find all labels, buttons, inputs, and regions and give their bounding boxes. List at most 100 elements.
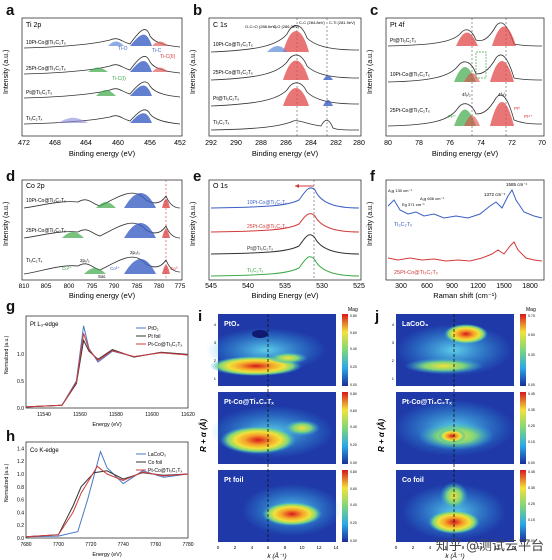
svg-text:Pt-Co@Ti₃C₂Tₓ: Pt-Co@Ti₃C₂Tₓ [224, 399, 274, 406]
chart-c-xlabel: Binding energy (eV) [432, 149, 499, 158]
svg-text:0.00: 0.00 [350, 461, 357, 465]
panel-letter-e: e [193, 168, 202, 185]
chart-h-xtick-0: 7680 [20, 542, 31, 548]
chart-c-trace-label-2: 10Pt-Co@Ti₃C₂Tₓ [390, 72, 430, 78]
svg-text:0.40: 0.40 [350, 347, 357, 351]
chart-a-annot-tio: Ti-O [118, 46, 128, 52]
chart-d-xlabel: Binding energy (eV) [69, 291, 136, 300]
chart-j-yticks: 1 2 3 4 [392, 322, 395, 381]
chart-d-annot-co3: Co³⁺ [110, 266, 120, 271]
svg-text:1500: 1500 [496, 283, 512, 290]
svg-text:0.30: 0.30 [528, 353, 535, 357]
chart-a-trace-2 [23, 56, 181, 75]
chart-a-annot-tic: Ti-C [152, 48, 162, 54]
chart-h-xtick-5: 7780 [182, 542, 193, 548]
chart-g-ylabel: Normalized (a.u.) [4, 335, 10, 374]
svg-text:74: 74 [477, 140, 485, 147]
chart-e-xticks: 545 540 535 530 525 [205, 283, 365, 290]
chart-h-frame [25, 441, 189, 539]
chart-f-raman: Intensity (a.u.) Ti₃C₂Tₓ 25Pt-Co@Ti₃C₂Tₓ… [367, 179, 545, 300]
chart-e-xlabel: Binding Energy (eV) [251, 291, 319, 300]
svg-text:Pt foil: Pt foil [224, 477, 243, 484]
chart-d-trace-label-3: Ti₃C₂Tₓ [26, 258, 43, 264]
chart-i-yticks: 1 2 3 4 [214, 322, 217, 381]
chart-g-xtick-0: 11540 [37, 412, 51, 418]
svg-text:0.15: 0.15 [528, 518, 535, 522]
chart-e-ylabel: Intensity (a.u.) [190, 202, 197, 246]
chart-b-trace-1 [210, 25, 360, 53]
svg-text:775: 775 [175, 283, 186, 290]
chart-h-legend-label-1: Co foil [148, 460, 162, 466]
chart-e-trace-label-3: Pt@Ti₃C₂Tₓ [247, 246, 273, 252]
svg-text:0.00: 0.00 [528, 461, 535, 465]
svg-text:0.25: 0.25 [528, 502, 535, 506]
panel-letter-j: j [375, 308, 380, 325]
svg-text:900: 900 [446, 283, 458, 290]
chart-a-trace-label-3: Pt@Ti₃C₂Tₓ [26, 90, 52, 96]
svg-text:2: 2 [234, 545, 237, 550]
svg-text:540: 540 [242, 283, 254, 290]
svg-text:805: 805 [41, 283, 52, 290]
chart-h-ylabel: Normalized (a.u.) [4, 463, 10, 502]
chart-e-title: O 1s [213, 183, 228, 190]
svg-text:4: 4 [251, 545, 254, 550]
chart-g-series-1 [25, 338, 189, 408]
chart-d-trace-2 [23, 222, 181, 239]
panel-letter-i: i [198, 308, 203, 325]
svg-text:0.80: 0.80 [350, 470, 357, 474]
svg-text:0.25: 0.25 [528, 424, 535, 428]
chart-j-xticks: 0 2 4 6 8 10 12 14 [395, 545, 517, 550]
chart-a-frame [21, 17, 183, 137]
chart-g-xtick-2: 11580 [109, 412, 123, 418]
svg-text:Mag: Mag [526, 307, 536, 313]
panel-letter-d: d [6, 168, 16, 185]
chart-g-legend-label-1: Pt foil [148, 334, 161, 340]
chart-b-trace-2 [210, 54, 360, 81]
svg-text:78: 78 [415, 140, 423, 147]
chart-a-trace-label-1: 10Pt-Co@Ti₃C₂Tₓ [26, 40, 66, 46]
chart-e-trace-label-2: 25Pt-Co@Ti₃C₂Tₓ [247, 224, 287, 230]
chart-e-trace-label-1: 10Pt-Co@Ti₃C₂Tₓ [247, 200, 287, 206]
chart-c-frame [385, 17, 545, 137]
svg-text:0.20: 0.20 [350, 521, 357, 525]
chart-e-trace-label-4: Ti₃C₂Tₓ [247, 268, 264, 274]
chart-g-ytick-0: 0.0 [17, 406, 24, 412]
chart-d-trace-label-2: 25Pt-Co@Ti₃C₂Tₓ [26, 228, 66, 234]
svg-text:0: 0 [395, 545, 398, 550]
svg-text:810: 810 [19, 283, 30, 290]
chart-f-annot-1372: 1372 cm⁻¹ [484, 192, 506, 197]
chart-g-xtick-1: 11560 [73, 412, 87, 418]
chart-h-legend-label-0: LaCoO₃ [148, 452, 166, 458]
chart-e-o1s: Intensity (a.u.) O 1s 10Pt-Co@Ti₃C₂Tₓ 25… [190, 179, 365, 300]
chart-h-xtick-3: 7740 [118, 542, 129, 548]
chart-h-ytick-5: 1.0 [17, 472, 24, 478]
chart-f-annot-a1g-130: A₁g 130 cm⁻¹ [388, 188, 413, 193]
chart-g-legend-label-0: PtO₂ [148, 326, 159, 332]
chart-h-series-2 [25, 465, 189, 538]
svg-text:292: 292 [205, 140, 217, 147]
svg-text:525: 525 [353, 283, 365, 290]
svg-text:0.00: 0.00 [528, 539, 535, 543]
svg-text:0.35: 0.35 [528, 486, 535, 490]
svg-text:535: 535 [279, 283, 291, 290]
svg-text:0.15: 0.15 [528, 440, 535, 444]
svg-text:795: 795 [87, 283, 98, 290]
chart-f-frame [385, 179, 545, 281]
chart-b-frame [208, 17, 362, 137]
chart-g-series-0 [25, 325, 189, 408]
chart-h-xtick-1: 7700 [53, 542, 64, 548]
chart-d-annot-2p12: 2p₁/₂ [80, 258, 90, 263]
svg-text:0.40: 0.40 [350, 425, 357, 429]
panel-letter-c: c [370, 2, 379, 19]
chart-a-annot-tic2: Ti-C(II) [160, 54, 176, 60]
chart-e-trace-2 [210, 213, 360, 233]
svg-text:1: 1 [214, 376, 217, 381]
chart-i-subplot-ptco: Pt-Co@Ti₃C₂Tₓ 0.80 0.60 0.40 0.20 0.00 [210, 392, 357, 465]
chart-f-trace-label-1: Ti₃C₂Tₓ [394, 222, 412, 228]
chart-h-co-kedge: Normalized (a.u.) Co K-edge LaCoO₃ Co foi… [4, 441, 194, 558]
svg-text:0.60: 0.60 [350, 487, 357, 491]
svg-text:4: 4 [392, 322, 395, 327]
chart-d-frame [21, 179, 183, 281]
watermark-text: 知乎 @测试云平台 [435, 539, 544, 554]
chart-f-trace-label-2: 25Pt-Co@Ti₃C₂Tₓ [394, 270, 438, 276]
